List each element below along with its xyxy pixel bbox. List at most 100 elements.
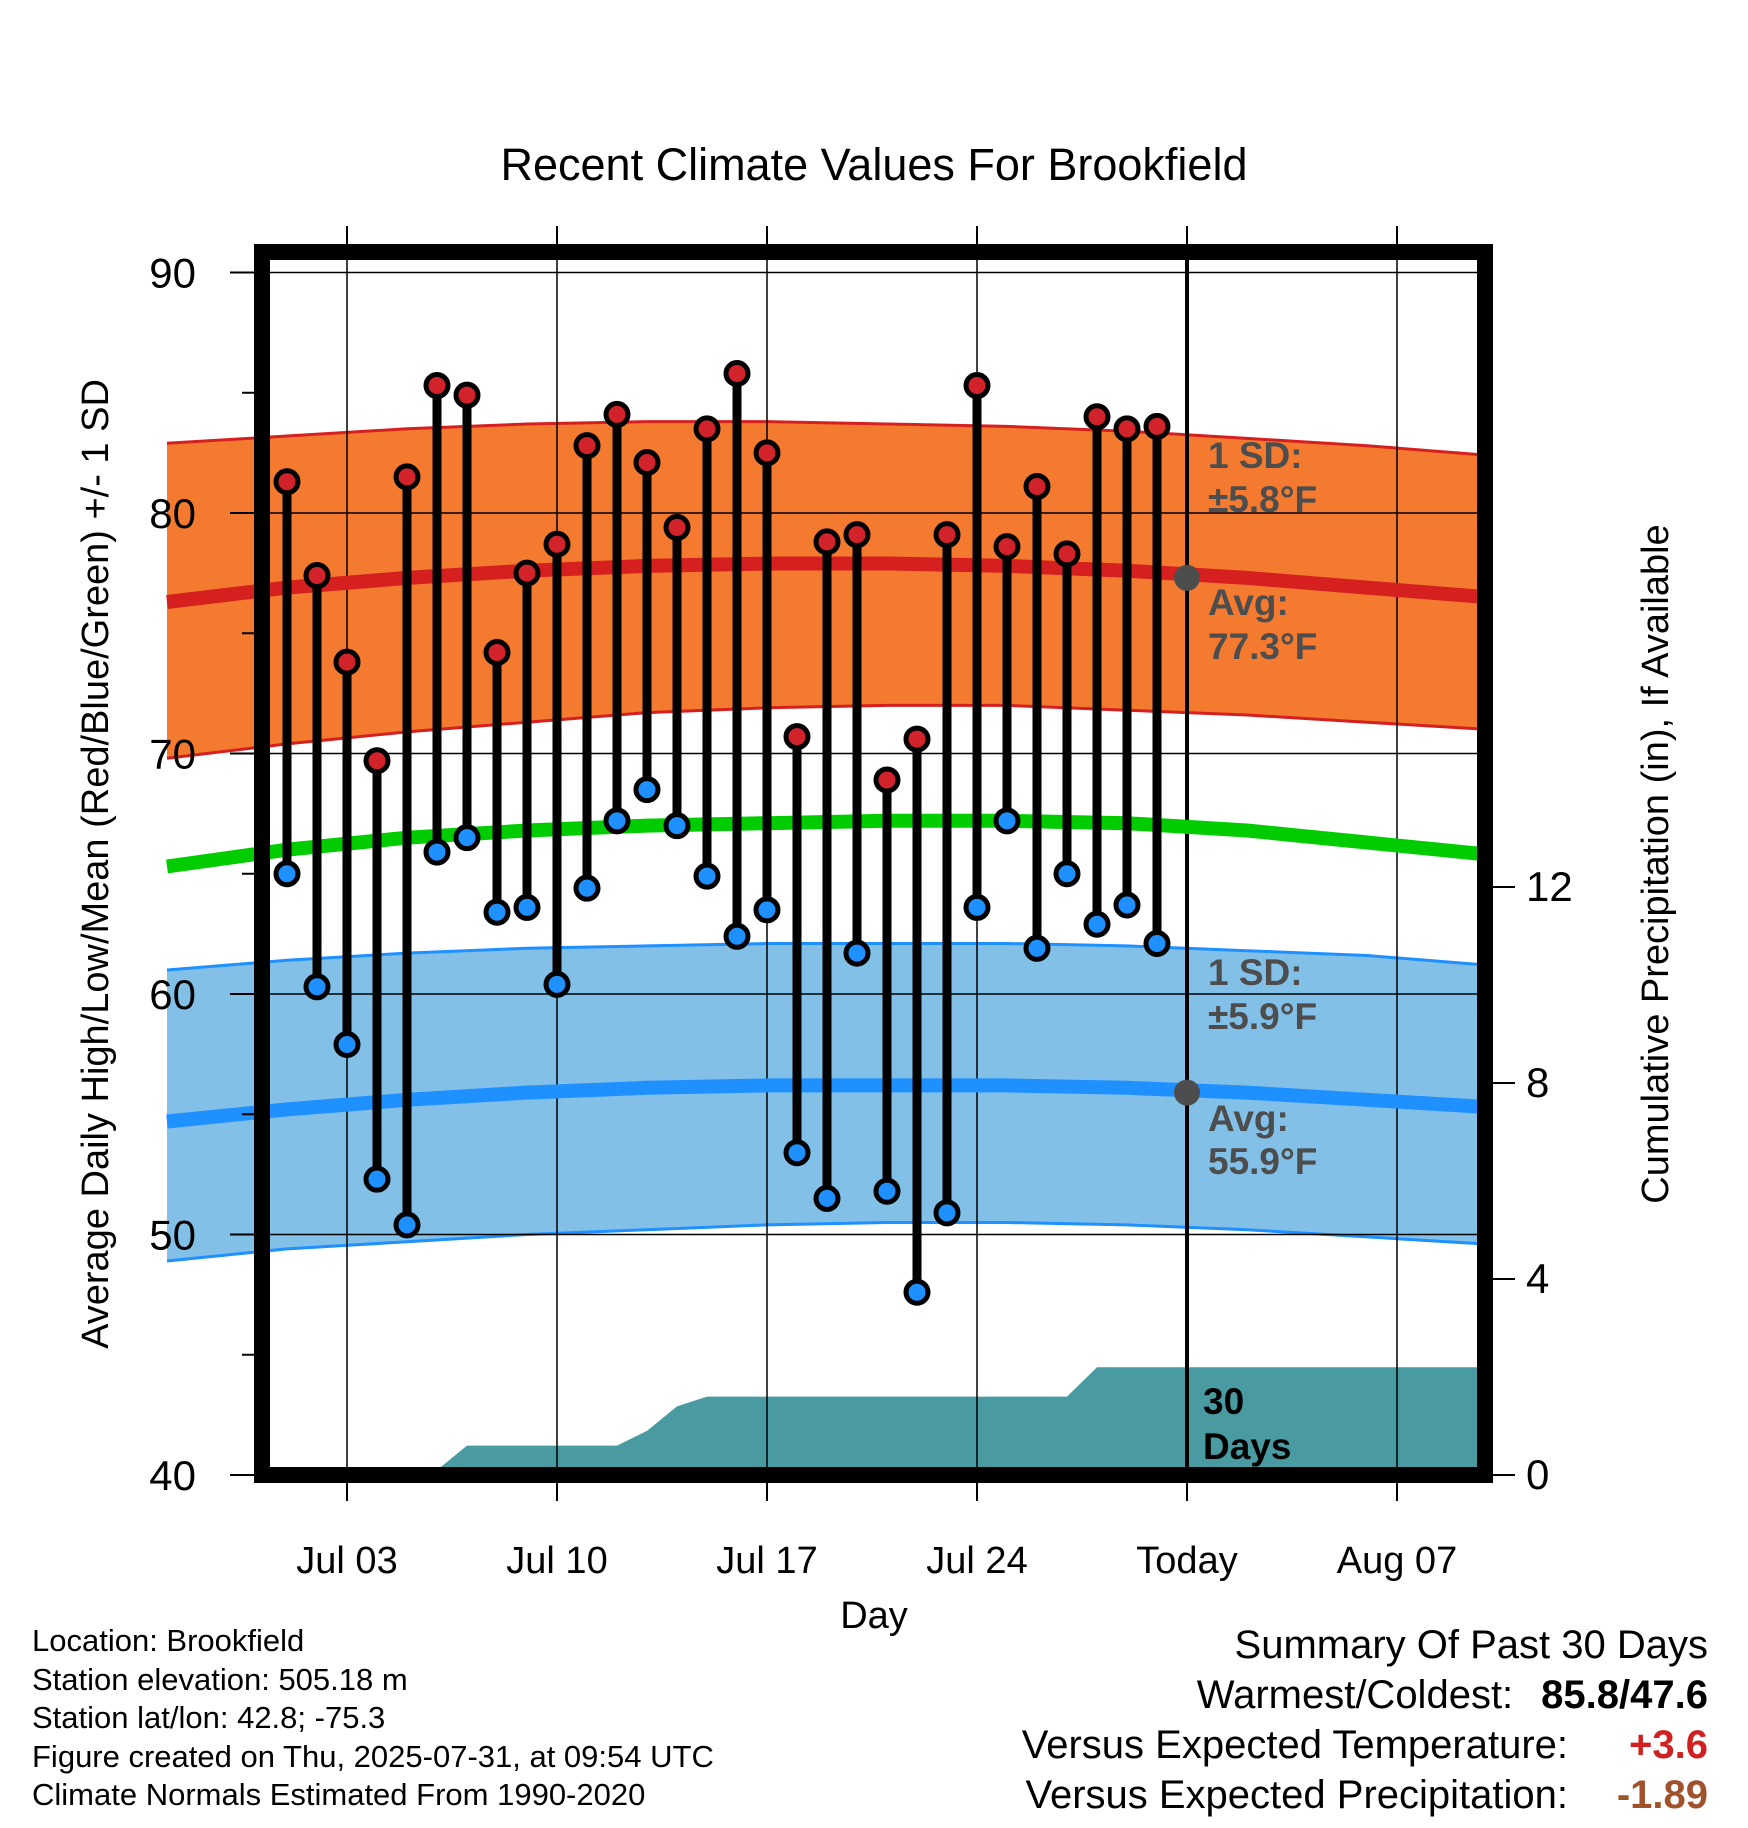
daily-low-point [1113,891,1141,919]
daily-high-point [633,448,661,476]
summary-panel: Summary Of Past 30 Days Warmest/Coldest:… [1022,1620,1708,1820]
today-high-average-marker [1174,564,1200,591]
daily-high-point [333,648,361,676]
created-text: Figure created on Thu, 2025-07-31, at 09… [32,1738,714,1774]
daily-high-point [543,530,571,558]
left-tick-label: 50 [149,1212,196,1259]
left-axis-label: Average Daily High/Low/Mean (Red/Blue/Gr… [75,379,117,1349]
right-axis-ticks: 12 8 4 0 [1493,863,1573,1498]
daily-high-point [843,521,871,549]
daily-high-point [963,372,991,400]
daily-low-point [423,838,451,866]
right-tick-label: 0 [1526,1451,1549,1498]
daily-low-point [1053,860,1081,888]
warm-cold-row: Warmest/Coldest: 85.8/47.6 [1022,1670,1708,1720]
days-word-label: Days [1203,1426,1291,1467]
low-sd-lower-edge [166,1221,1488,1263]
temp-anomaly-value: +3.6 [1629,1723,1708,1767]
daily-low-point [723,922,751,950]
warm-cold-label: Warmest/Coldest: [1196,1673,1514,1717]
left-tick-label: 70 [149,731,196,778]
precip-label: Versus Expected Precipitation: [1025,1773,1568,1817]
daily-observations [273,360,1171,1306]
daily-low-point [453,824,481,852]
daily-low-point [933,1199,961,1227]
daily-low-point [753,896,781,924]
station-info: Location: Brookfield Station elevation: … [32,1622,714,1815]
daily-high-point [723,360,751,388]
daily-low-point [1083,910,1111,938]
daily-high-point [933,521,961,549]
left-tick-label: 60 [149,971,196,1018]
elevation-text: Station elevation: 505.18 m [32,1661,408,1697]
daily-low-point [273,860,301,888]
daily-low-point [363,1165,391,1193]
plot-area [166,252,1488,1475]
daily-low-point [483,898,511,926]
summary-title: Summary Of Past 30 Days [1234,1623,1708,1667]
x-tick-label: Jul 10 [506,1540,607,1582]
left-tick-label: 40 [149,1452,196,1499]
daily-low-point [303,973,331,1001]
daily-low-point [783,1139,811,1167]
left-axis-ticks: 90 80 70 60 50 40 [149,250,254,1499]
low-avg-label: Avg: [1208,1098,1289,1139]
high-sd-label: 1 SD: [1208,435,1303,476]
precip-anomaly-value: -1.89 [1616,1773,1708,1817]
daily-high-point [813,528,841,556]
low-avg-value: 55.9°F [1208,1141,1317,1182]
today-low-average-marker [1174,1079,1200,1106]
annotations: 1 SD: ±5.8°F Avg: 77.3°F 1 SD: ±5.9°F Av… [1203,435,1317,1467]
daily-high-point [453,381,481,409]
daily-high-point [1143,412,1171,440]
daily-high-point [513,559,541,587]
precip-row: Versus Expected Precipitation: -1.89 [1022,1770,1708,1820]
temp-label: Versus Expected Temperature: [1021,1723,1568,1767]
daily-high-point [1053,540,1081,568]
latlon-text: Station lat/lon: 42.8; -75.3 [32,1700,386,1735]
daily-high-point [693,415,721,443]
right-tick-label: 4 [1526,1255,1549,1302]
daily-high-point [873,766,901,794]
daily-high-point [993,533,1021,561]
x-tick-label: Jul 17 [716,1540,817,1582]
daily-low-point [813,1184,841,1212]
daily-high-point [423,372,451,400]
temp-row: Versus Expected Temperature: +3.6 [1022,1720,1708,1770]
low-sd-label: 1 SD: [1208,952,1303,993]
high-sd-value: ±5.8°F [1208,479,1317,520]
x-tick-label: Today [1136,1540,1237,1582]
daily-high-point [1113,415,1141,443]
days-count-label: 30 [1203,1381,1244,1422]
high-sd-upper-edge [166,420,1488,457]
left-tick-label: 80 [149,490,196,537]
high-avg-value: 77.3°F [1208,626,1317,667]
daily-low-point [573,874,601,902]
daily-high-point [303,562,331,590]
daily-high-point [783,723,811,751]
today-markers [1174,564,1200,1106]
daily-low-point [333,1031,361,1059]
x-tick-label: Aug 07 [1337,1540,1457,1582]
x-axis-label: Day [840,1595,908,1637]
precipitation-area [167,1367,1487,1475]
chart-title: Recent Climate Values For Brookfield [501,139,1248,190]
daily-high-point [1083,403,1111,431]
daily-low-point [963,893,991,921]
right-tick-label: 8 [1526,1059,1549,1106]
normals-text: Climate Normals Estimated From 1990-2020 [32,1777,646,1812]
plot-frame [254,244,1493,1483]
x-axis-ticks: Jul 03 Jul 10 Jul 17 Jul 24 Today Aug 07 [296,226,1457,1582]
daily-low-point [663,812,691,840]
daily-high-point [663,513,691,541]
x-tick-label: Jul 03 [296,1540,397,1582]
daily-low-point [603,807,631,835]
warm-cold-value: 85.8/47.6 [1541,1673,1708,1717]
daily-high-point [1023,473,1051,501]
daily-low-point [1023,934,1051,962]
daily-low-point [1143,929,1171,957]
daily-low-point [633,776,661,804]
daily-low-point [543,970,571,998]
daily-low-point [873,1177,901,1205]
